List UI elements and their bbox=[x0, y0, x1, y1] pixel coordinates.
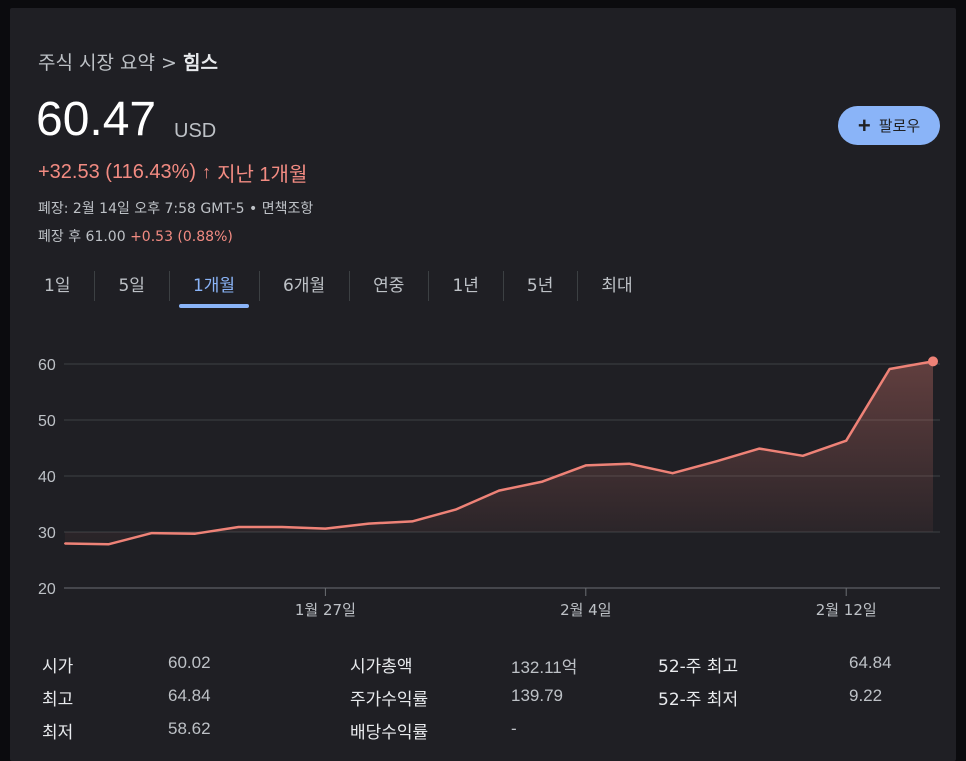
data-point bbox=[628, 462, 631, 465]
stock-price: 60.47 bbox=[36, 93, 157, 146]
y-tick-label: 40 bbox=[38, 469, 56, 486]
stat-high-value: 64.84 bbox=[168, 686, 211, 705]
stat-marketcap-value: 132.11억 bbox=[511, 658, 578, 677]
data-point bbox=[541, 480, 544, 483]
breadcrumb-current: 힘스 bbox=[182, 52, 218, 74]
y-tick-label: 50 bbox=[38, 413, 56, 430]
x-tick-label: 1월 27일 bbox=[295, 601, 356, 619]
data-point bbox=[107, 543, 110, 546]
range-tabs: 1일 5일 1개월 6개월 연중 1년 5년 최대 bbox=[20, 266, 657, 308]
tab-1d[interactable]: 1일 bbox=[44, 276, 71, 296]
x-axis: 1월 27일 2월 4일 2월 12일 bbox=[295, 588, 877, 619]
follow-button-label: 팔로우 bbox=[878, 118, 921, 135]
data-point bbox=[150, 532, 153, 535]
stat-pe-value: 139.79 bbox=[511, 686, 563, 705]
tab-1m[interactable]: 1개월 bbox=[168, 271, 259, 308]
stat-52w-low-label: 52-주 최저 bbox=[658, 690, 739, 710]
breadcrumb-parent[interactable]: 주식 시장 요약 bbox=[38, 52, 155, 74]
tab-1y[interactable]: 1년 bbox=[428, 271, 502, 301]
stat-52w-high-label: 52-주 최고 bbox=[658, 657, 739, 677]
data-point bbox=[64, 542, 66, 545]
y-tick-label: 60 bbox=[38, 357, 56, 374]
data-point bbox=[194, 532, 197, 535]
data-point bbox=[367, 522, 370, 525]
breadcrumb-separator: > bbox=[161, 52, 177, 74]
tab-5y[interactable]: 5년 bbox=[502, 271, 577, 301]
data-point bbox=[411, 520, 414, 523]
price-change: +32.53 (116.43%) ↑ 지난 1개월 bbox=[38, 158, 307, 187]
data-point bbox=[237, 525, 240, 528]
market-close-meta: 폐장: 2월 14일 오후 7:58 GMT-5 • 면책조항 bbox=[38, 201, 314, 217]
currency-label: USD bbox=[174, 120, 217, 142]
x-tick-label: 2월 4일 bbox=[560, 601, 611, 619]
stat-dividend-label: 배당수익률 bbox=[350, 723, 429, 743]
plus-icon: + bbox=[857, 112, 871, 138]
data-point bbox=[888, 368, 891, 371]
x-tick-label: 2월 12일 bbox=[816, 601, 877, 619]
data-point bbox=[671, 472, 674, 475]
key-stats: 시가 60.02 최고 64.84 최저 58.62 시가총액 132.11억 … bbox=[10, 644, 956, 754]
stat-high-label: 최고 bbox=[42, 690, 74, 710]
price-change-period: 지난 1개월 bbox=[217, 164, 308, 186]
after-hours-change: +0.53 (0.88%) bbox=[130, 229, 233, 245]
tab-max[interactable]: 최대 bbox=[577, 271, 656, 301]
y-tick-label: 30 bbox=[38, 525, 56, 542]
tab-ytd[interactable]: 연중 bbox=[349, 271, 428, 301]
breadcrumb: 주식 시장 요약 > 힘스 bbox=[38, 48, 218, 75]
last-price-dot bbox=[928, 356, 938, 367]
stat-dividend-value: - bbox=[511, 719, 517, 738]
data-point bbox=[715, 460, 717, 463]
data-point bbox=[281, 525, 283, 528]
data-point bbox=[758, 447, 761, 450]
stat-open-value: 60.02 bbox=[168, 653, 211, 672]
after-hours: 폐장 후 61.00 +0.53 (0.88%) bbox=[38, 226, 233, 246]
data-point bbox=[584, 464, 587, 467]
stock-panel: 주식 시장 요약 > 힘스 60.47 USD + 팔로우 +32.53 (11… bbox=[10, 8, 956, 761]
price-change-value: +32.53 (116.43%) bbox=[38, 161, 197, 183]
arrow-up-icon: ↑ bbox=[202, 162, 212, 182]
data-point bbox=[454, 508, 457, 511]
tab-6m[interactable]: 6개월 bbox=[259, 271, 349, 301]
data-point bbox=[845, 439, 848, 442]
stat-low-value: 58.62 bbox=[168, 719, 211, 738]
tab-5d[interactable]: 5일 bbox=[94, 271, 168, 301]
stat-low-label: 최저 bbox=[42, 723, 74, 743]
data-point bbox=[801, 454, 804, 457]
stat-pe-label: 주가수익률 bbox=[350, 690, 429, 710]
y-tick-label: 20 bbox=[38, 581, 56, 598]
follow-button[interactable]: + 팔로우 bbox=[838, 106, 940, 145]
data-point bbox=[498, 489, 500, 492]
data-point bbox=[324, 527, 327, 530]
after-hours-label: 폐장 후 61.00 bbox=[38, 229, 126, 245]
stat-marketcap-label: 시가총액 bbox=[350, 657, 413, 677]
stat-52w-high-value: 64.84 bbox=[849, 653, 892, 672]
price-chart[interactable]: 20 30 40 50 60 1월 27일 2월 4일 2월 12일 bbox=[10, 8, 956, 638]
stat-open-label: 시가 bbox=[42, 657, 74, 677]
y-axis: 20 30 40 50 60 bbox=[38, 357, 56, 598]
stat-52w-low-value: 9.22 bbox=[849, 686, 883, 705]
price-area bbox=[65, 361, 933, 545]
